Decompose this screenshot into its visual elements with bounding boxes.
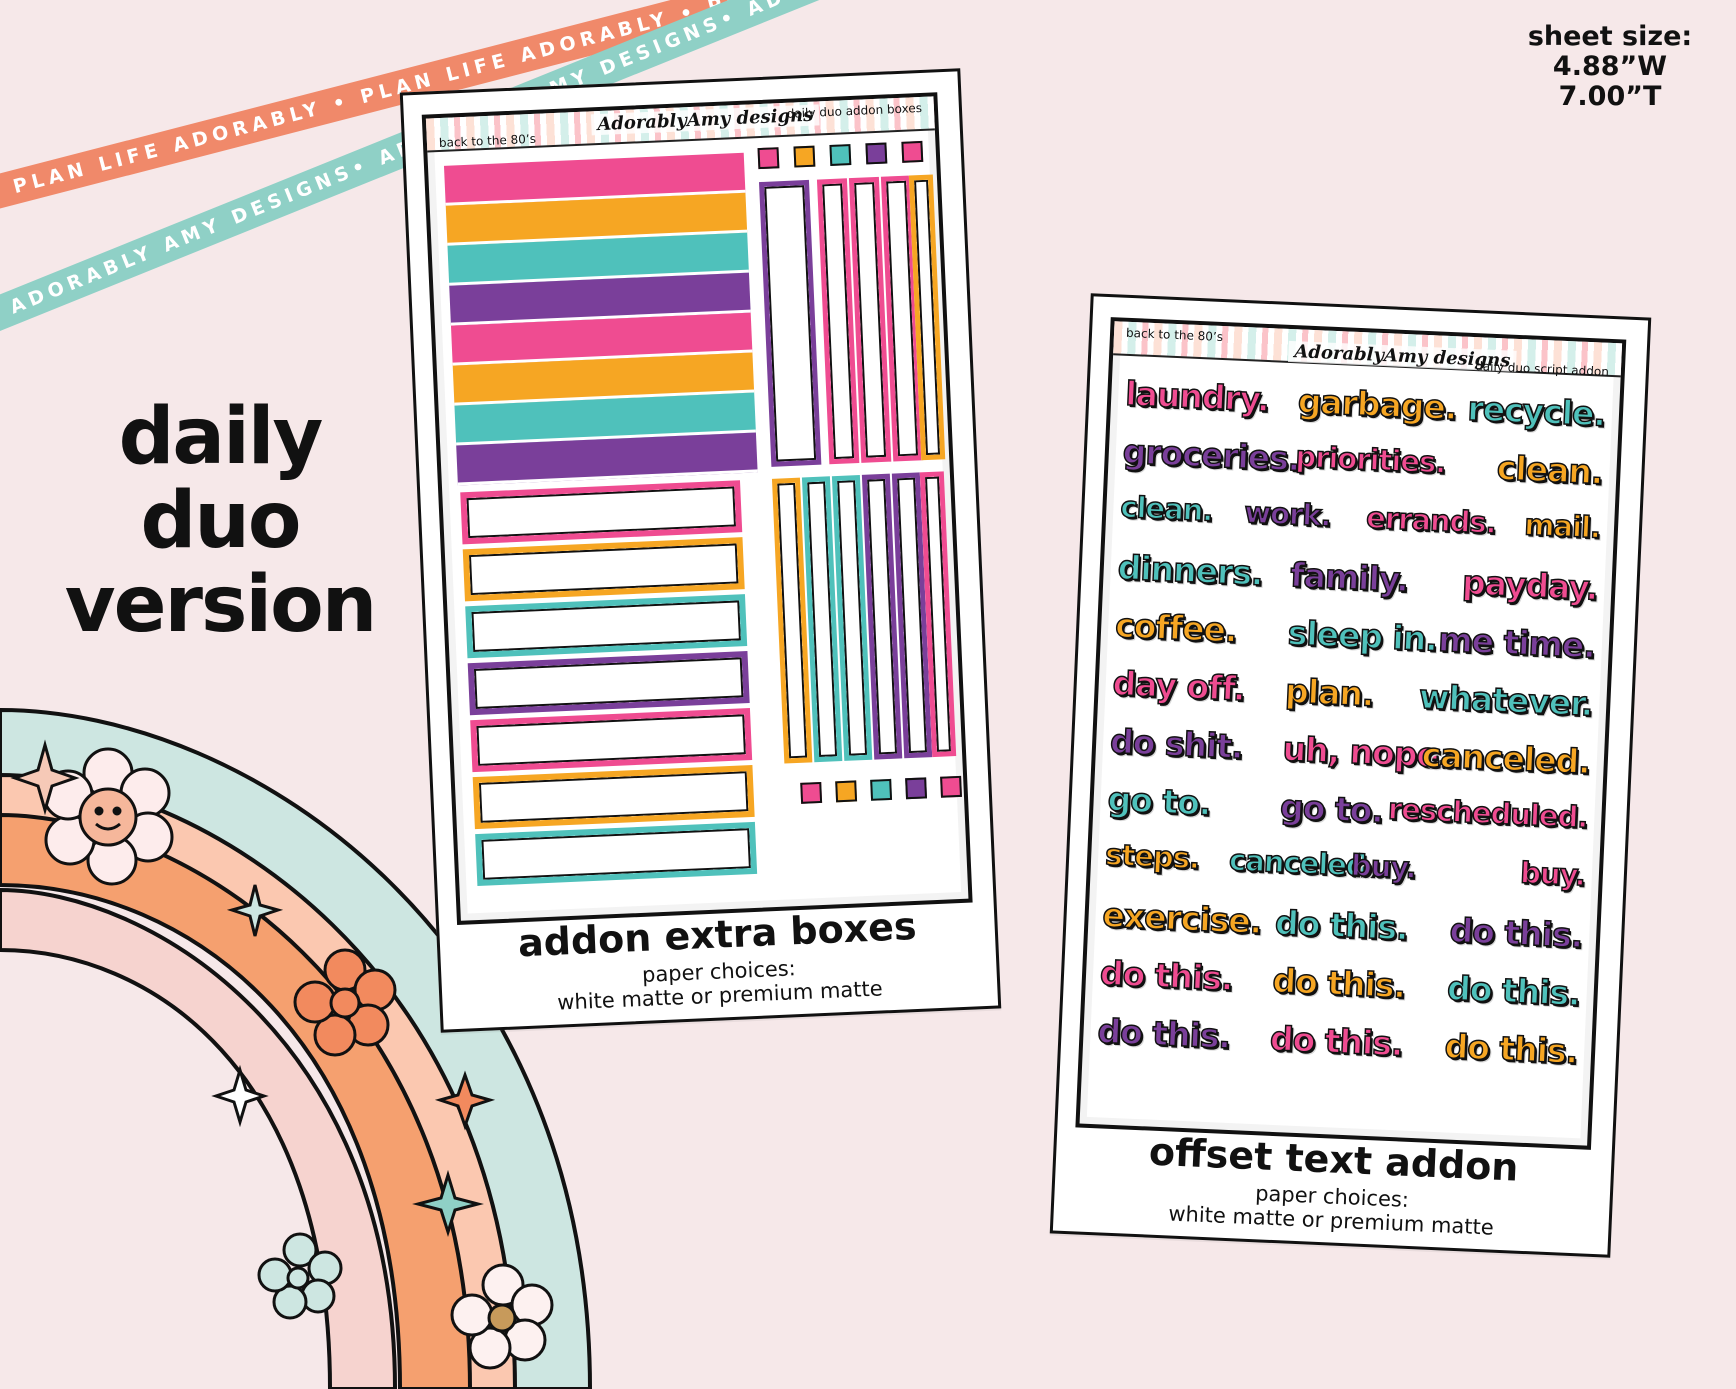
orange-flower-icon [293,948,397,1057]
script-word-sticker: clean. [1495,447,1604,492]
color-square-pink [800,781,823,804]
sheet-addon-extra-boxes: back to the 80’s AdorablyAmy designs dai… [399,68,1002,1033]
title-line-daily: daily [118,392,324,482]
script-word-sticker: canceled. [1420,734,1591,782]
stripe-block [443,152,758,486]
script-word-sticker: do this. [1443,1026,1579,1072]
label-box-teal [465,594,748,659]
script-word-sticker: do this. [1096,1010,1232,1056]
title-line-duo: duo [140,476,302,566]
script-word-sticker: buy. [1519,855,1587,893]
script-word-sticker: sleep in. [1286,612,1438,659]
label-box-pink [470,707,753,773]
script-word-sticker: buy. [1350,847,1418,885]
sheet-size-height: 7.00”T [1558,81,1662,112]
sheet-size-width: 4.88”W [1552,51,1668,82]
script-word-sticker: do this. [1448,910,1584,956]
script-word-sticker: coffee. [1114,605,1238,651]
teal-flower-icon [257,1232,343,1320]
color-square-purple [865,142,888,165]
color-square-purple [905,777,928,800]
script-word-sticker: priorities. [1294,439,1447,481]
script-word-sticker: family. [1289,554,1410,600]
sheet-offset-text-addon: back to the 80’s AdorablyAmy designs dai… [1049,293,1652,1258]
color-square-pink [940,775,962,798]
script-word-sticker: go to. [1279,786,1385,831]
page-title: daily duo version [50,395,390,647]
sheet-size-label: sheet size: [1527,21,1693,52]
sticker-sheet-script: back to the 80’s AdorablyAmy designs dai… [1075,317,1627,1150]
script-word-sticker: clean. [1119,489,1214,528]
script-word-grid: laundry. garbage. recycle. groceries. priori… [1090,373,1610,1135]
script-word-sticker: me time. [1437,619,1597,666]
color-square-teal [870,778,893,801]
script-word-sticker: whatever. [1418,676,1594,724]
script-word-sticker: work. [1243,494,1332,533]
sheet-name: daily duo script addon [1474,359,1610,379]
script-word-sticker: steps. [1104,837,1201,877]
script-word-sticker: day off. [1111,663,1246,709]
color-square-pink [901,140,924,163]
script-word-sticker: do this. [1271,960,1407,1006]
script-word-sticker: recycle. [1466,388,1607,434]
script-word-sticker: payday. [1461,562,1599,608]
label-box-orange [472,764,755,830]
script-word-sticker: garbage. [1296,381,1458,428]
color-square-orange [793,145,816,168]
sheet-header-band: back to the 80’s AdorablyAmy designs dai… [1113,321,1623,379]
script-word-sticker: plan. [1284,670,1375,714]
script-word-sticker: do shit. [1109,721,1245,767]
script-word-sticker: errands. [1365,500,1497,541]
color-square-teal [829,144,852,166]
sticker-sheet-boxes: back to the 80’s AdorablyAmy designs dai… [421,92,973,925]
sheet-header-band: back to the 80’s AdorablyAmy designs dai… [425,96,935,153]
white-flower-icon [450,1263,554,1370]
vertical-box-purple-wide [758,179,822,467]
script-word-sticker: do this. [1269,1018,1405,1064]
script-word-sticker: laundry. [1124,373,1271,420]
script-word-sticker: do this. [1274,902,1410,948]
label-box-pink [460,480,743,545]
rainbow-illustration [0,707,593,1389]
script-word-sticker: exercise. [1101,895,1263,942]
label-box-teal [475,821,758,887]
script-word-sticker: mail. [1523,507,1602,546]
script-word-sticker: rescheduled. [1387,791,1589,835]
sparkle-icon [10,739,496,1237]
sheet-theme: back to the 80’s [438,131,537,151]
sheet-theme: back to the 80’s [1125,325,1224,345]
script-word-sticker: groceries. [1121,431,1301,479]
label-box-orange [462,537,745,602]
color-square-orange [835,780,858,803]
title-line-version: version [64,560,378,650]
script-word-sticker: dinners. [1116,547,1264,594]
color-square-pink [757,147,780,170]
script-word-sticker: go to. [1106,779,1212,824]
brand-logo: AdorablyAmy designs [590,104,820,136]
script-word-sticker: do this. [1099,953,1235,999]
sheet-size: sheet size: 4.88”W 7.00”T [1505,22,1715,112]
label-box-purple [467,651,750,716]
script-word-sticker: do this. [1446,968,1582,1014]
